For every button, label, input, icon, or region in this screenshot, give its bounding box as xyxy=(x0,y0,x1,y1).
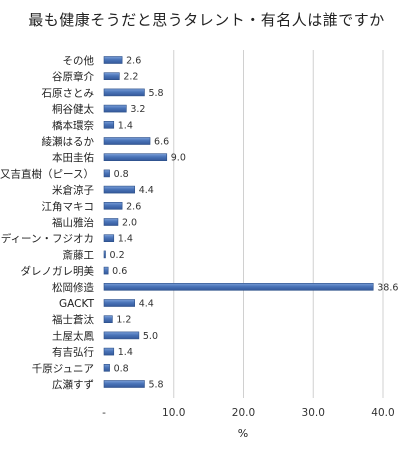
x-tick-label: 30.0 xyxy=(302,407,325,419)
category-label: ダレノガレ明美 xyxy=(21,265,95,278)
bar xyxy=(103,104,127,113)
category-label: 本田圭佑 xyxy=(52,151,94,164)
bar xyxy=(103,72,120,80)
bar xyxy=(103,88,145,97)
value-label: 5.8 xyxy=(148,88,163,99)
bars xyxy=(103,56,374,388)
bar xyxy=(103,282,374,291)
x-tick-label: - xyxy=(102,407,106,419)
value-label: 1.4 xyxy=(118,234,133,245)
x-tick-label: 40.0 xyxy=(371,407,394,419)
bar xyxy=(103,299,135,307)
value-label: 38.6 xyxy=(377,282,398,293)
bar xyxy=(103,137,151,145)
value-label: 5.0 xyxy=(143,331,158,342)
value-label: 6.6 xyxy=(154,137,169,148)
category-label: 綾瀬はるか xyxy=(42,135,95,148)
bar xyxy=(103,153,168,161)
bar xyxy=(103,315,113,324)
category-label: 松岡修造 xyxy=(52,281,94,294)
category-label: 米倉涼子 xyxy=(52,184,94,197)
value-label: 2.6 xyxy=(126,56,141,67)
bar xyxy=(103,56,123,64)
gridlines xyxy=(173,50,384,398)
bar xyxy=(103,331,140,340)
value-label: 2.0 xyxy=(122,218,137,229)
value-label: 5.8 xyxy=(148,380,163,391)
category-label: ディーン・フジオカ xyxy=(1,232,94,245)
bar xyxy=(103,202,123,210)
category-label: その他 xyxy=(63,54,95,67)
bar xyxy=(103,185,135,194)
labels: - 10.0 20.0 30.0 40.0% その他 2.6 谷原章介 2.2 石原さとみ 5.8 桐… xyxy=(0,54,398,440)
value-label: 2.6 xyxy=(126,201,141,212)
category-label: 福士蒼汰 xyxy=(52,313,94,326)
category-label: 江角マキコ xyxy=(42,201,95,213)
bar xyxy=(103,380,145,388)
bar xyxy=(103,347,115,356)
bar xyxy=(103,234,115,242)
value-label: 1.4 xyxy=(118,120,133,131)
category-label: GACKT xyxy=(59,298,95,310)
value-label: 2.2 xyxy=(123,72,138,83)
bar xyxy=(103,121,115,129)
category-label: 石原さとみ xyxy=(42,87,95,99)
value-label: 4.4 xyxy=(139,299,154,310)
x-tick-label: 20.0 xyxy=(232,407,255,419)
value-label: 1.4 xyxy=(118,347,133,358)
x-tick-label: 10.0 xyxy=(162,407,185,419)
value-label: 9.0 xyxy=(171,153,186,164)
value-label: 0.6 xyxy=(112,266,127,277)
category-label: 土屋太鳳 xyxy=(52,329,94,342)
category-label: 谷原章介 xyxy=(52,70,94,83)
value-label: 0.8 xyxy=(114,169,129,180)
x-axis-title: % xyxy=(238,427,248,440)
bar xyxy=(103,250,106,259)
category-label: 広瀬すず xyxy=(52,378,94,391)
value-label: 3.2 xyxy=(130,104,145,115)
category-label: 福山雅治 xyxy=(52,216,94,229)
category-label: 橋本環奈 xyxy=(52,119,94,132)
bar xyxy=(103,169,110,178)
value-label: 1.2 xyxy=(116,315,131,326)
category-label: 千原ジュニア xyxy=(32,363,94,375)
bar xyxy=(103,218,119,226)
category-label: 斎藤工 xyxy=(63,248,95,261)
bar xyxy=(103,363,110,372)
value-label: 4.4 xyxy=(139,185,154,196)
bar xyxy=(103,266,109,275)
category-label: 又吉直樹（ピース） xyxy=(0,167,94,180)
value-label: 0.2 xyxy=(110,250,125,261)
category-label: 桐谷健太 xyxy=(52,103,94,116)
value-label: 0.8 xyxy=(114,363,129,374)
chart-title: 最も健康そうだと思うタレント・有名人は誰ですか xyxy=(28,11,385,29)
category-label: 有吉弘行 xyxy=(52,346,94,359)
